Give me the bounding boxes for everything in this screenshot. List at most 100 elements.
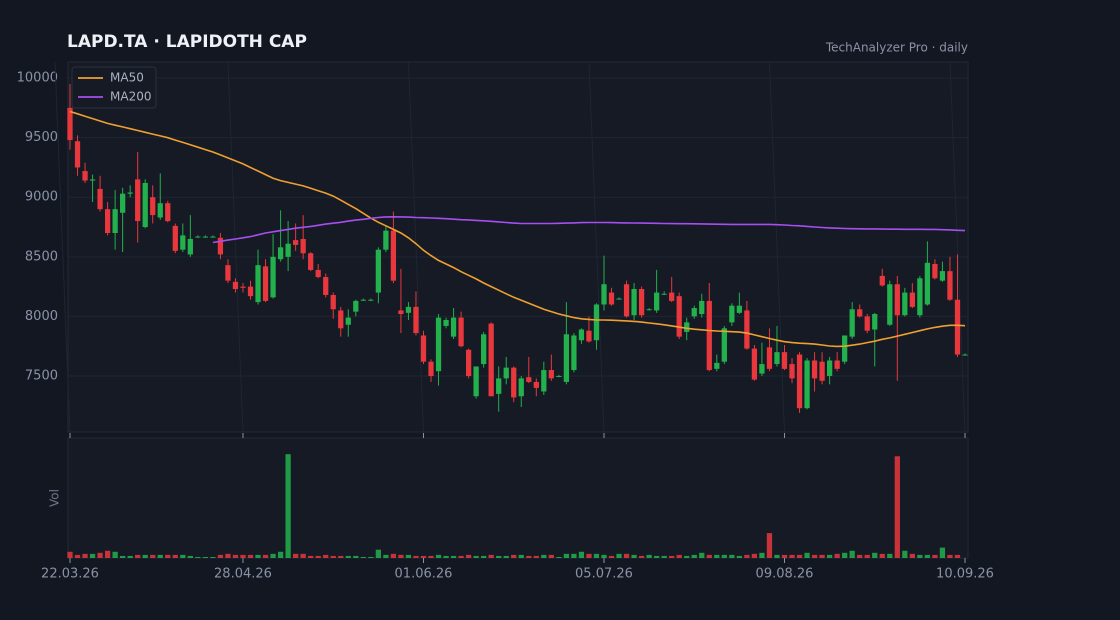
- candle-body: [390, 230, 397, 281]
- candle-body: [360, 299, 366, 301]
- x-tick-label: 28.04.26: [214, 567, 272, 582]
- candle-body: [947, 271, 953, 300]
- volume-bar: [864, 554, 870, 558]
- candle-body: [292, 240, 299, 245]
- candle-body: [187, 238, 193, 255]
- candle-body: [104, 209, 111, 233]
- volume-bar: [518, 554, 524, 558]
- volume-bar: [112, 551, 118, 558]
- candle-body: [691, 308, 697, 317]
- volume-bar: [736, 555, 743, 558]
- volume-bar: [496, 555, 502, 558]
- volume-bar: [571, 553, 577, 558]
- candle-body: [150, 197, 156, 216]
- volume-bar: [781, 554, 788, 558]
- candle-body: [270, 256, 276, 298]
- candle-body: [127, 192, 133, 194]
- candle-body: [774, 352, 780, 365]
- x-tick-label: 10.09.26: [936, 567, 994, 582]
- volume-panel: [67, 437, 969, 559]
- grid-line-vertical: [768, 61, 785, 433]
- candle-body: [458, 317, 464, 347]
- candle-body: [811, 360, 818, 379]
- volume-bar: [262, 554, 269, 558]
- candle-body: [849, 309, 855, 337]
- volume-bar: [481, 555, 487, 558]
- volume-bar: [744, 554, 750, 558]
- candle-body: [638, 289, 645, 316]
- candle-body: [473, 366, 479, 397]
- volume-bar: [849, 550, 855, 558]
- volume-bar: [285, 454, 291, 558]
- volume-bar: [202, 556, 209, 558]
- volume-bar: [661, 555, 667, 558]
- candle-body: [864, 316, 870, 331]
- volume-bar: [97, 552, 103, 558]
- candle-body: [503, 367, 509, 379]
- volume-bar: [308, 555, 314, 558]
- candle-body: [157, 203, 163, 218]
- candle-body: [834, 360, 840, 369]
- volume-bar: [375, 549, 381, 558]
- volume-bar: [834, 553, 840, 558]
- candle-body: [842, 335, 848, 362]
- volume-bar: [811, 554, 818, 558]
- candle-body: [601, 284, 607, 305]
- candle-body: [932, 263, 938, 279]
- candle-body: [345, 317, 351, 325]
- candle-body: [608, 292, 615, 305]
- volume-bar: [563, 553, 570, 558]
- candle-body: [744, 310, 750, 349]
- volume-bar: [450, 555, 457, 558]
- volume-bar: [338, 555, 344, 558]
- volume-bar: [405, 554, 412, 558]
- candle-body: [120, 193, 126, 213]
- y-tick-label: 10000: [17, 71, 58, 86]
- volume-bar: [623, 553, 630, 558]
- y-tick-label: 7500: [25, 368, 58, 383]
- volume-bar: [578, 551, 585, 558]
- candle-body: [962, 354, 968, 356]
- candle-body: [826, 360, 833, 376]
- volume-bar: [721, 554, 727, 558]
- volume-bar: [533, 555, 539, 558]
- volume-bar: [135, 554, 141, 558]
- candle-body: [180, 235, 186, 250]
- x-tick-label: 05.07.26: [575, 567, 633, 582]
- volume-bar: [804, 552, 810, 558]
- candle-body: [563, 334, 570, 382]
- candle-body: [616, 298, 622, 300]
- volume-bar: [270, 553, 276, 558]
- candle-body: [428, 361, 434, 376]
- volume-bar: [300, 553, 306, 558]
- grid-line-vertical: [588, 61, 605, 433]
- volume-bar: [548, 554, 554, 558]
- candle-body: [796, 354, 803, 409]
- candle-body: [789, 364, 795, 379]
- volume-bar: [541, 554, 547, 558]
- volume-bar: [443, 555, 449, 558]
- ma-line: [212, 215, 966, 244]
- candle-body: [526, 377, 532, 382]
- volume-bar: [458, 555, 464, 558]
- volume-bar: [676, 554, 682, 558]
- candle-body: [646, 309, 652, 311]
- price-panel: [67, 61, 969, 433]
- volume-bar: [210, 556, 216, 558]
- candle-body: [721, 328, 727, 362]
- candle-body: [338, 310, 344, 329]
- candle-body: [262, 266, 269, 301]
- volume-bar: [225, 553, 231, 558]
- volume-bar: [180, 554, 186, 558]
- volume-bar: [420, 555, 427, 558]
- candle-body: [217, 237, 224, 255]
- grid-line-vertical: [949, 61, 966, 433]
- volume-bar: [104, 550, 111, 558]
- candle-body: [623, 284, 630, 317]
- candle-body: [593, 304, 600, 341]
- volume-bar: [413, 555, 419, 558]
- candle-body: [751, 348, 758, 380]
- volume-bar: [917, 554, 923, 558]
